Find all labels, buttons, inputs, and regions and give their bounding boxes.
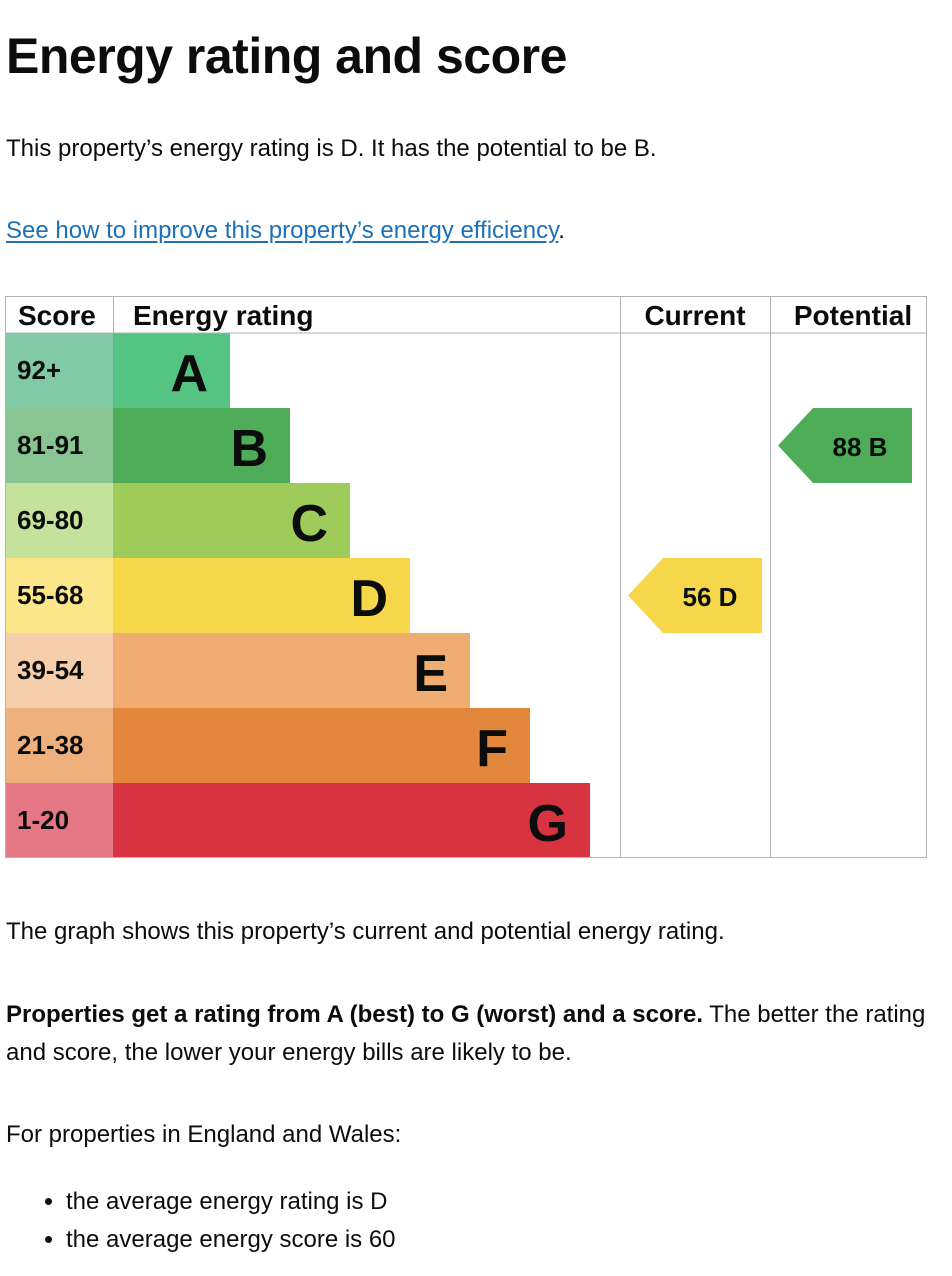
improve-paragraph: See how to improve this property’s energ… <box>6 212 565 250</box>
rating-bar-G <box>113 783 590 858</box>
rating-letter-B: B <box>230 420 268 478</box>
rating-bar-E <box>113 633 470 708</box>
score-range-label: 69-80 <box>17 505 84 535</box>
rating-scale-bold: Properties get a rating from A (best) to… <box>6 1001 703 1028</box>
average-list: the average energy rating is D the avera… <box>6 1183 396 1259</box>
rating-letter-D: D <box>350 570 388 628</box>
current-rating-arrow <box>628 558 762 633</box>
score-range-label: 1-20 <box>17 805 69 835</box>
rating-summary: This property’s energy rating is D. It h… <box>6 135 657 162</box>
score-range-label: 55-68 <box>17 580 84 610</box>
rating-letter-C: C <box>290 495 328 553</box>
score-range-label: 81-91 <box>17 430 84 460</box>
potential-rating-arrow <box>778 408 912 483</box>
score-cell-C <box>5 483 113 558</box>
rating-bar-B <box>113 408 290 483</box>
score-cell-B <box>5 408 113 483</box>
potential-rating-label: 88 B <box>833 432 888 462</box>
improve-link-suffix: . <box>558 217 565 244</box>
chart-header-0: Score <box>18 300 96 331</box>
rating-bar-A <box>113 333 230 408</box>
score-cell-F <box>5 708 113 783</box>
rating-letter-F: F <box>476 720 508 778</box>
score-cell-D <box>5 558 113 633</box>
energy-rating-chart: Score Energy rating Current Potential 92+ A 81… <box>5 296 927 858</box>
list-item: the average energy score is 60 <box>66 1221 396 1259</box>
rating-bar-F <box>113 708 530 783</box>
chart-header-1: Energy rating <box>133 300 313 331</box>
rating-letter-E: E <box>413 645 448 703</box>
score-cell-A <box>5 333 113 408</box>
current-rating-label: 56 D <box>683 582 738 612</box>
score-cell-E <box>5 633 113 708</box>
chart-border <box>5 296 927 858</box>
chart-header-2: Current <box>644 300 745 331</box>
rating-bar-D <box>113 558 410 633</box>
rating-bar-C <box>113 483 350 558</box>
page-title: Energy rating and score <box>6 28 567 84</box>
rating-letter-G: G <box>528 795 568 853</box>
score-range-label: 39-54 <box>17 655 84 685</box>
improve-efficiency-link[interactable]: See how to improve this property’s energ… <box>6 217 559 244</box>
list-item: the average energy rating is D <box>66 1183 396 1221</box>
rating-scale-description: Properties get a rating from A (best) to… <box>6 996 936 1072</box>
rating-scale-rest: The better the rating and score, the low… <box>6 1001 926 1066</box>
average-intro: For properties in England and Wales: <box>6 1121 402 1148</box>
score-range-label: 21-38 <box>17 730 84 760</box>
graph-description: The graph shows this property’s current … <box>6 918 725 945</box>
score-cell-G <box>5 783 113 858</box>
rating-letter-A: A <box>170 345 208 403</box>
score-range-label: 92+ <box>17 355 61 385</box>
chart-header-3: Potential <box>794 300 912 331</box>
